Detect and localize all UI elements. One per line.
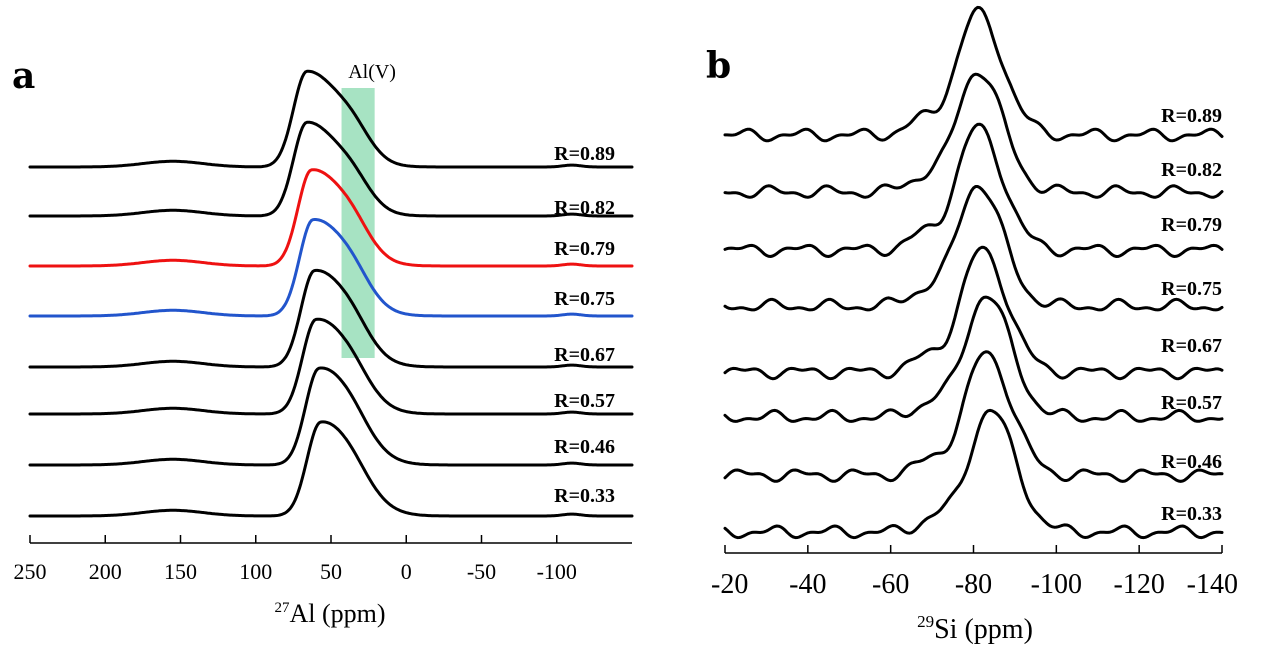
panel-b-x-axis-label-main: Si (ppm)	[934, 614, 1033, 645]
series-line-r-0-79	[28, 168, 634, 268]
x-tick-label: -40	[789, 569, 826, 600]
series-line-r-0-79	[723, 122, 1224, 258]
series-line-r-0-33	[723, 408, 1224, 540]
series-label-r-0-75: R=0.75	[554, 288, 615, 310]
al-v-highlight-band	[341, 88, 375, 358]
series-line-r-0-46	[28, 366, 634, 467]
series-label-r-0-33: R=0.33	[1161, 503, 1222, 525]
series-line-r-0-82	[28, 120, 634, 218]
series-label-r-0-33: R=0.33	[554, 485, 615, 507]
x-tick-label: 50	[320, 559, 342, 584]
panel-b-spectra	[723, 5, 1224, 540]
panel-a-x-axis-label-main: Al (ppm)	[289, 599, 385, 628]
al-v-annotation: Al(V)	[348, 61, 396, 83]
series-label-r-0-89: R=0.89	[554, 143, 615, 165]
x-tick-label: -100	[537, 559, 577, 584]
x-tick-label: -140	[1187, 569, 1238, 600]
panel-a-series-labels: R=0.89 R=0.82 R=0.79 R=0.75 R=0.67 R=0.57 R=0.…	[554, 143, 615, 507]
series-line-r-0-75	[28, 218, 634, 318]
series-line-r-0-89	[723, 5, 1224, 143]
series-line-r-0-57	[28, 317, 634, 416]
panel-a-chart: Al(V) R=0.89R=0.82R=0.79R=0.75R=0.67R=0.…	[14, 61, 634, 628]
panel-a-x-axis-label-sup: 27	[274, 600, 290, 616]
x-tick-label: -100	[1031, 569, 1082, 600]
x-tick-label: -50	[467, 559, 496, 584]
panel-a-x-ticks: 250 200 150 100 50 0 -50 -100	[14, 535, 577, 584]
series-label-r-0-57: R=0.57	[1161, 392, 1222, 414]
x-tick-label: 150	[164, 559, 197, 584]
series-line-r-0-46	[723, 350, 1224, 483]
panel-a-x-axis-label: 27Al (ppm)	[274, 599, 385, 628]
x-tick-label: 100	[239, 559, 272, 584]
series-line-r-0-75	[723, 185, 1224, 312]
x-tick-label: -60	[872, 569, 909, 600]
panel-a-spectra	[28, 69, 634, 518]
series-label-r-0-89: R=0.89	[1161, 105, 1222, 127]
series-label-r-0-82: R=0.82	[554, 197, 615, 219]
panel-b-x-axis-label-sup: 29	[917, 612, 934, 631]
series-line-r-0-57	[723, 295, 1224, 423]
series-line-r-0-33	[28, 420, 634, 518]
x-tick-label: -80	[955, 569, 992, 600]
series-line-r-0-82	[723, 72, 1224, 199]
series-label-r-0-75: R=0.75	[1161, 278, 1222, 300]
series-label-r-0-46: R=0.46	[1161, 451, 1222, 473]
panel-b-series-labels: R=0.89 R=0.82 R=0.79 R=0.75 R=0.67 R=0.57 R=0.…	[1161, 105, 1222, 525]
series-line-r-0-67	[28, 268, 634, 369]
panel-b-chart: R=0.89 R=0.82 R=0.79 R=0.75 R=0.67 R=0.57 R=0.…	[711, 5, 1238, 645]
series-label-r-0-46: R=0.46	[554, 436, 615, 458]
series-label-r-0-79: R=0.79	[554, 238, 615, 260]
series-label-r-0-67: R=0.67	[554, 344, 615, 366]
x-tick-label: -120	[1114, 569, 1165, 600]
x-tick-label: 250	[14, 559, 47, 584]
x-tick-label: 200	[89, 559, 122, 584]
panel-letter-a: a	[12, 55, 35, 97]
series-label-r-0-82: R=0.82	[1161, 159, 1222, 181]
series-label-r-0-79: R=0.79	[1161, 214, 1222, 236]
x-tick-label: 0	[401, 559, 412, 584]
series-line-r-0-67	[723, 245, 1224, 381]
series-line-r-0-89	[28, 69, 634, 169]
panel-letter-b: b	[706, 45, 731, 87]
panel-b-x-ticks: -20 -40 -60 -80 -100 -120 -140	[711, 545, 1238, 600]
x-tick-label: -20	[711, 569, 748, 600]
series-label-r-0-67: R=0.67	[1161, 335, 1222, 357]
series-label-r-0-57: R=0.57	[554, 390, 615, 412]
panel-b-x-axis-label: 29Si (ppm)	[917, 612, 1033, 645]
